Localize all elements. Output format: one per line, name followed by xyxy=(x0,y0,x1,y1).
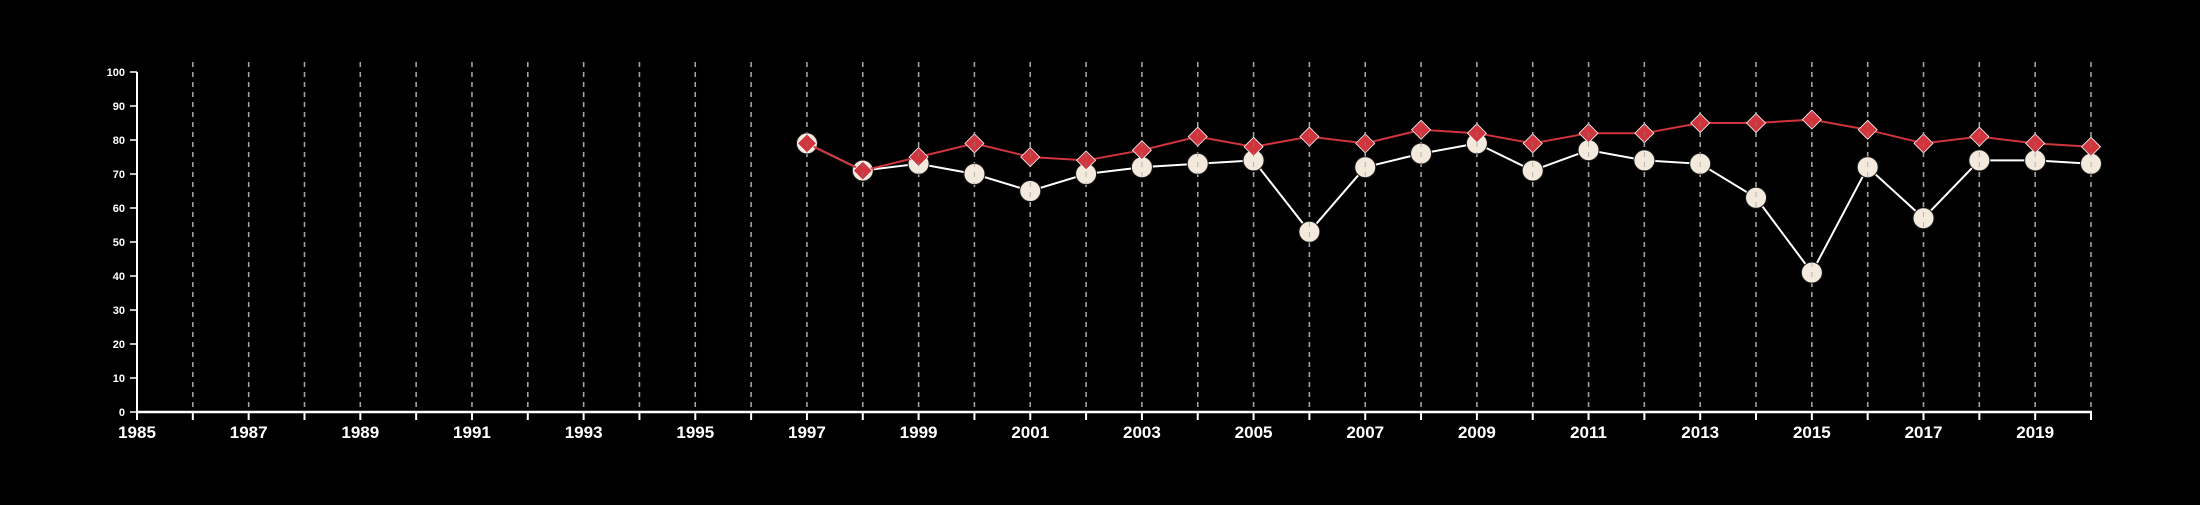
x-tick-label: 2001 xyxy=(1011,423,1049,442)
axes-layer: 0 10 20 30 40 50 60 70 80 90 100 1985 1987 1989 1991 19… xyxy=(107,67,2092,442)
y-tick-label: 40 xyxy=(113,271,125,283)
data-point-circle xyxy=(1745,186,1768,209)
data-point-circle xyxy=(1968,149,1991,172)
y-tick-label: 100 xyxy=(107,67,125,79)
data-point-diamond xyxy=(852,160,873,181)
y-tick-label: 30 xyxy=(113,305,125,317)
x-tick-label: 1993 xyxy=(565,423,603,442)
y-tick-label: 0 xyxy=(119,407,125,419)
x-tick-label: 1991 xyxy=(453,423,491,442)
x-tick-label: 1987 xyxy=(230,423,268,442)
x-tick-label: 2007 xyxy=(1346,423,1384,442)
data-point-circle xyxy=(1521,159,1544,182)
x-tick-label: 1989 xyxy=(341,423,379,442)
x-tick-label: 1999 xyxy=(900,423,938,442)
data-point-circle xyxy=(1912,207,1935,230)
series-layer xyxy=(192,62,2102,412)
x-tick-label: 1995 xyxy=(676,423,714,442)
y-tick-label: 10 xyxy=(113,373,125,385)
y-tick-label: 80 xyxy=(113,135,125,147)
x-tick-label: 1985 xyxy=(118,423,156,442)
y-tick-label: 50 xyxy=(113,237,125,249)
y-tick-label: 20 xyxy=(113,339,125,351)
data-point-diamond xyxy=(1131,140,1152,161)
y-tick-label: 90 xyxy=(113,101,125,113)
series-circle xyxy=(795,132,2102,284)
x-tick-label: 2011 xyxy=(1570,423,1607,442)
x-tick-label: 2013 xyxy=(1681,423,1719,442)
x-tick-label: 2017 xyxy=(1905,423,1943,442)
x-tick-label: 2005 xyxy=(1235,423,1273,442)
data-point-diamond xyxy=(1857,119,1878,140)
x-tick-label: 2009 xyxy=(1458,423,1496,442)
data-point-circle xyxy=(1633,149,1656,172)
x-tick-label: 2003 xyxy=(1123,423,1161,442)
x-tick-label: 2019 xyxy=(2016,423,2054,442)
series-diamond xyxy=(796,109,2102,181)
series-line-diamond xyxy=(806,118,2092,172)
data-point-diamond xyxy=(1801,109,1822,130)
y-tick-label: 70 xyxy=(113,169,125,181)
data-point-circle xyxy=(1019,180,1042,202)
y-tick-label: 60 xyxy=(113,203,125,215)
x-tick-label: 2015 xyxy=(1793,423,1831,442)
x-tick-label: 1997 xyxy=(788,423,826,442)
series-line-circle xyxy=(806,142,2092,275)
data-point-diamond xyxy=(1076,150,1097,171)
data-point-diamond xyxy=(1410,119,1432,140)
